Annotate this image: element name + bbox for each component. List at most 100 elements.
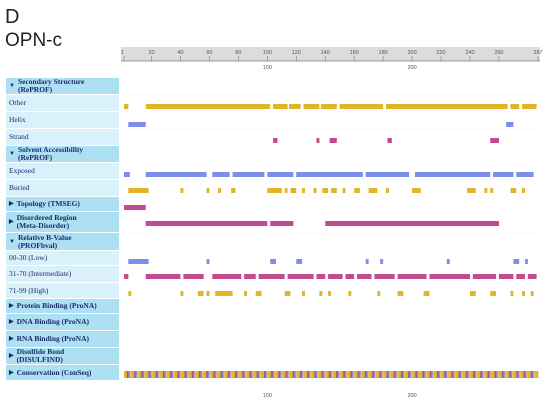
- conservation-cell[interactable]: [486, 371, 488, 378]
- sidebar-row[interactable]: ▼ Relative B-Value (PROFbval): [6, 233, 119, 251]
- sidebar-row[interactable]: ▶ Topology (TMSEG): [6, 197, 119, 212]
- conservation-cell[interactable]: [191, 371, 194, 378]
- conservation-cell[interactable]: [535, 371, 537, 378]
- other-segment[interactable]: [320, 104, 337, 109]
- conservation-cell[interactable]: [276, 371, 279, 378]
- conservation-cell[interactable]: [227, 371, 230, 378]
- sidebar-row[interactable]: ▶ RNA Binding (ProNA): [6, 331, 119, 348]
- bval_low-segment[interactable]: [365, 259, 369, 264]
- conservation-cell[interactable]: [236, 371, 239, 378]
- conservation-cell[interactable]: [422, 371, 425, 378]
- bval_mid-segment[interactable]: [212, 274, 242, 279]
- bval_mid-segment[interactable]: [472, 274, 497, 279]
- conservation-cell[interactable]: [478, 371, 481, 378]
- sidebar-row[interactable]: ▶ Disulfide Bond (DISULFIND): [6, 348, 119, 365]
- conservation-cell[interactable]: [262, 371, 265, 378]
- conservation-cell[interactable]: [295, 371, 298, 378]
- conservation-cell[interactable]: [265, 371, 268, 378]
- conservation-cell[interactable]: [162, 371, 165, 378]
- conservation-cell[interactable]: [325, 371, 328, 378]
- buried-segment[interactable]: [331, 188, 337, 193]
- conservation-cell[interactable]: [200, 371, 203, 378]
- conservation-cell[interactable]: [347, 371, 350, 378]
- conservation-cell[interactable]: [217, 371, 220, 378]
- conservation-cell[interactable]: [147, 371, 149, 378]
- conservation-cell[interactable]: [402, 371, 405, 378]
- buried-segment[interactable]: [180, 188, 184, 193]
- conservation-cell[interactable]: [258, 371, 260, 378]
- conservation-cell[interactable]: [532, 371, 535, 378]
- conservation-cell[interactable]: [318, 371, 321, 378]
- conservation-cell[interactable]: [484, 371, 487, 378]
- expand-arrow-icon[interactable]: ▶: [9, 303, 14, 309]
- conservation-cell[interactable]: [331, 371, 334, 378]
- conservation-cell[interactable]: [211, 371, 214, 378]
- conservation-cell[interactable]: [363, 371, 366, 378]
- other-segment[interactable]: [289, 104, 301, 109]
- conservation-cell[interactable]: [536, 371, 539, 378]
- buried-segment[interactable]: [290, 188, 297, 193]
- conservation-cell[interactable]: [455, 371, 458, 378]
- buried-segment[interactable]: [368, 188, 378, 193]
- conservation-cell[interactable]: [490, 371, 493, 378]
- conservation-cell[interactable]: [209, 371, 211, 378]
- conservation-cell[interactable]: [353, 371, 356, 378]
- bval_mid-segment[interactable]: [374, 274, 395, 279]
- conservation-cell[interactable]: [499, 371, 501, 378]
- exposed-segment[interactable]: [145, 172, 207, 177]
- conservation-cell[interactable]: [488, 371, 491, 378]
- strand-segment[interactable]: [273, 138, 278, 143]
- conservation-cell[interactable]: [317, 371, 320, 378]
- other-segment[interactable]: [303, 104, 320, 109]
- conservation-cell[interactable]: [435, 371, 438, 378]
- other-segment[interactable]: [145, 104, 271, 109]
- conservation-cell[interactable]: [194, 371, 197, 378]
- conservation-cell[interactable]: [457, 371, 460, 378]
- bval_low-segment[interactable]: [524, 259, 528, 264]
- conservation-cell[interactable]: [333, 371, 336, 378]
- conservation-cell[interactable]: [512, 371, 514, 378]
- conservation-cell[interactable]: [415, 371, 418, 378]
- conservation-cell[interactable]: [203, 371, 206, 378]
- conservation-cell[interactable]: [206, 371, 209, 378]
- buried-segment[interactable]: [386, 188, 389, 193]
- conservation-cell[interactable]: [416, 371, 419, 378]
- bval_low-segment[interactable]: [128, 259, 149, 264]
- strand-segment[interactable]: [387, 138, 392, 143]
- conservation-cell[interactable]: [299, 371, 302, 378]
- conservation-cell[interactable]: [523, 371, 526, 378]
- conservation-cell[interactable]: [351, 371, 354, 378]
- conservation-cell[interactable]: [184, 371, 187, 378]
- strand-segment[interactable]: [329, 138, 337, 143]
- conservation-cell[interactable]: [349, 371, 351, 378]
- conservation-cell[interactable]: [160, 371, 162, 378]
- exposed-segment[interactable]: [267, 172, 294, 177]
- conservation-cell[interactable]: [383, 371, 386, 378]
- conservation-cell[interactable]: [405, 371, 408, 378]
- bval_mid-segment[interactable]: [397, 274, 427, 279]
- disorder-segment[interactable]: [325, 221, 499, 226]
- buried-segment[interactable]: [267, 188, 282, 193]
- conservation-cell[interactable]: [155, 371, 158, 378]
- conservation-cell[interactable]: [522, 371, 524, 378]
- conservation-cell[interactable]: [165, 371, 168, 378]
- conservation-cell[interactable]: [460, 371, 462, 378]
- conservation-cell[interactable]: [434, 371, 436, 378]
- conservation-cell[interactable]: [337, 371, 340, 378]
- conservation-cell[interactable]: [374, 371, 377, 378]
- bval_low-segment[interactable]: [380, 259, 384, 264]
- disorder-segment[interactable]: [145, 221, 268, 226]
- conservation-cell[interactable]: [278, 371, 281, 378]
- conservation-cell[interactable]: [389, 371, 392, 378]
- conservation-cell[interactable]: [134, 371, 136, 378]
- other-segment[interactable]: [339, 104, 384, 109]
- conservation-cell[interactable]: [360, 371, 363, 378]
- buried-segment[interactable]: [467, 188, 476, 193]
- conservation-cell[interactable]: [269, 371, 272, 378]
- conservation-cell[interactable]: [514, 371, 517, 378]
- conservation-cell[interactable]: [392, 371, 395, 378]
- conservation-cell[interactable]: [255, 371, 258, 378]
- conservation-cell[interactable]: [154, 371, 157, 378]
- conservation-cell[interactable]: [178, 371, 181, 378]
- conservation-cell[interactable]: [370, 371, 373, 378]
